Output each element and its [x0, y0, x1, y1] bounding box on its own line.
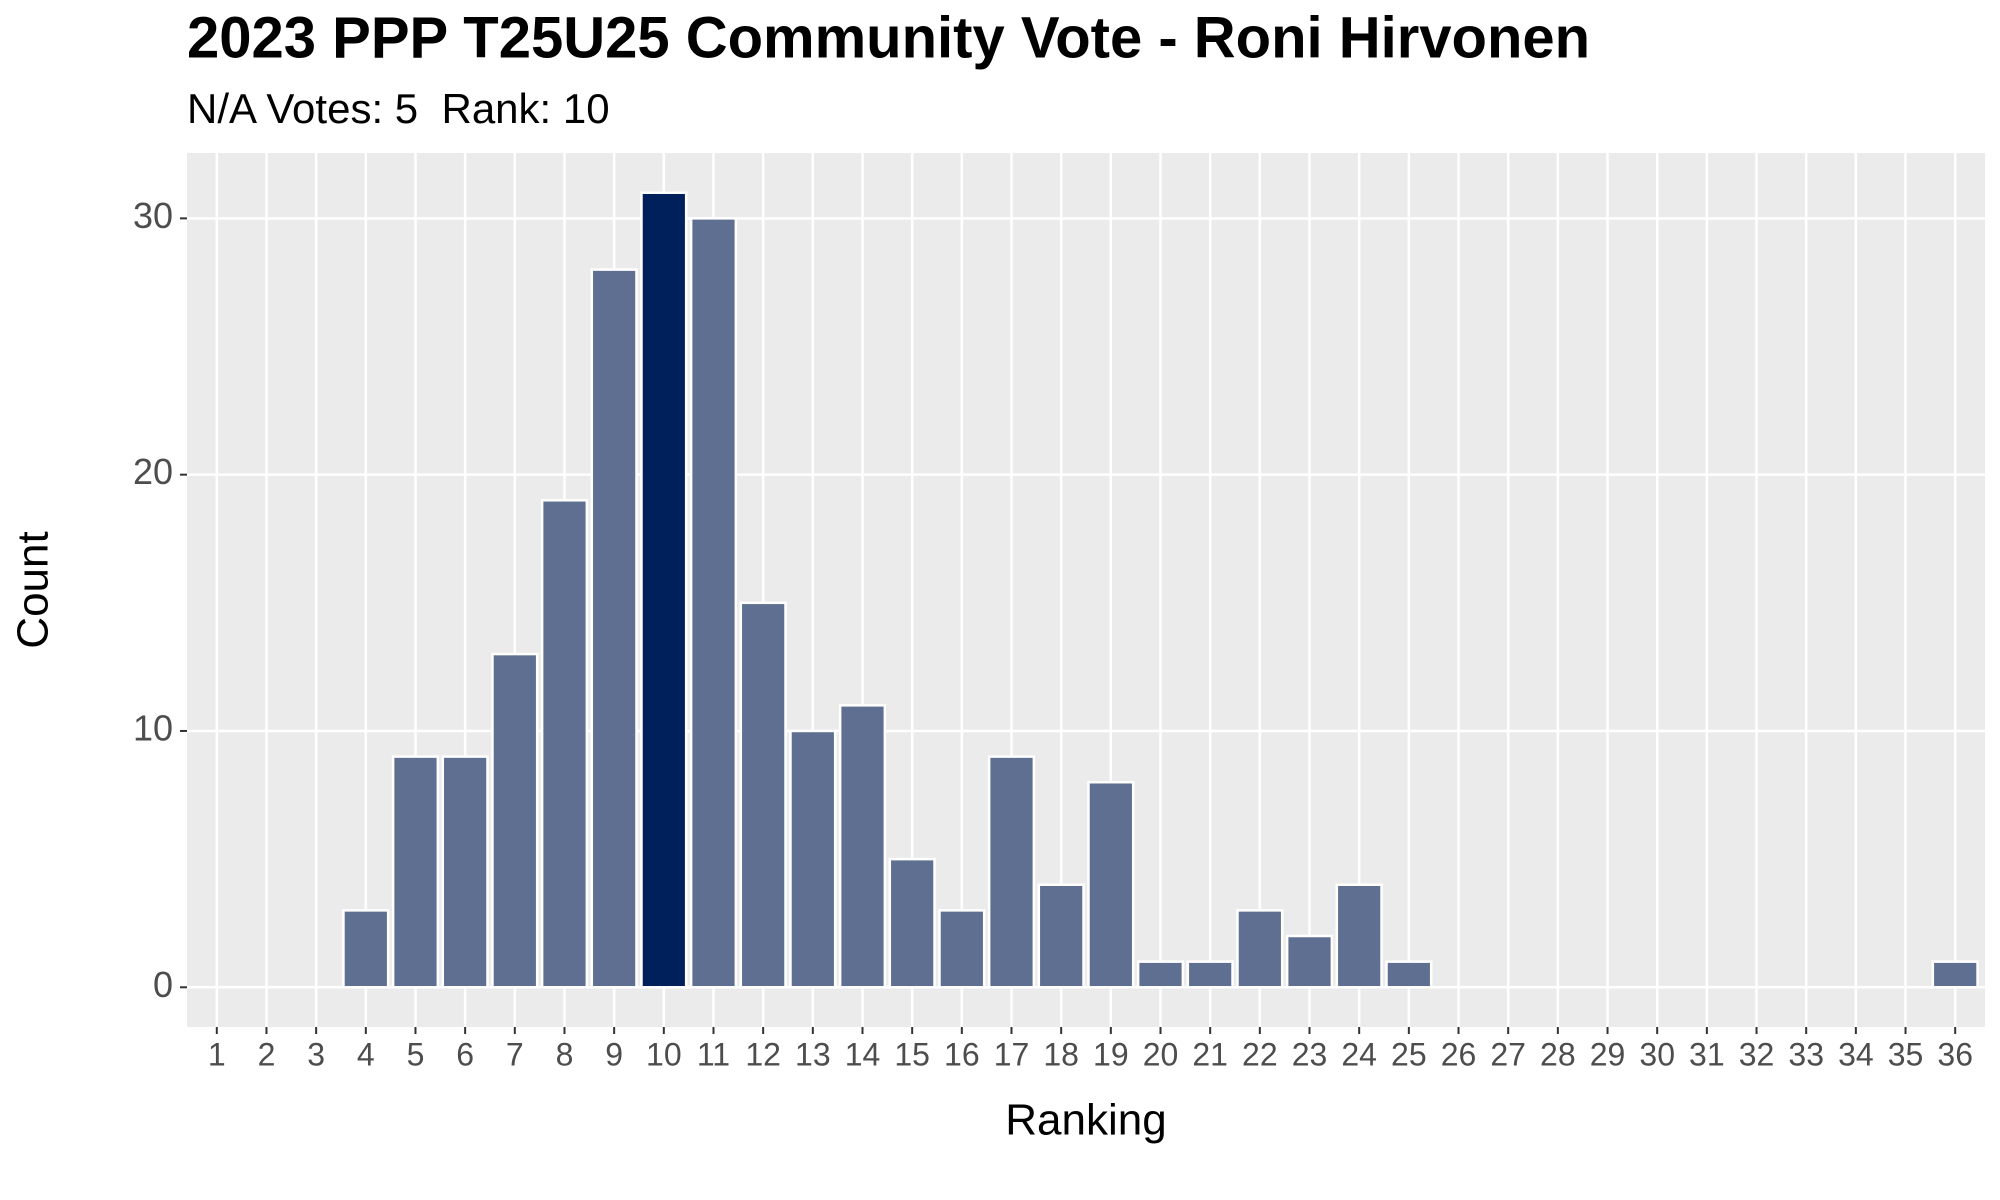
- x-tick-label: 15: [894, 1036, 930, 1072]
- bar: [590, 268, 638, 989]
- x-tick-label: 12: [745, 1036, 781, 1072]
- y-axis-title: Count: [9, 531, 58, 648]
- x-tick-label: 31: [1689, 1036, 1725, 1072]
- x-tick-label: 35: [1888, 1036, 1924, 1072]
- x-tick-label: 20: [1143, 1036, 1179, 1072]
- x-tick-label: 16: [944, 1036, 980, 1072]
- x-tick-label: 27: [1490, 1036, 1526, 1072]
- bar: [1236, 909, 1284, 989]
- x-tick-label: 36: [1937, 1036, 1973, 1072]
- bar: [540, 499, 589, 989]
- x-tick-label: 30: [1639, 1036, 1675, 1072]
- bar: [1087, 780, 1135, 989]
- bar: [640, 191, 688, 989]
- y-tick-label: 20: [133, 451, 173, 492]
- bar: [491, 652, 539, 989]
- bar: [1385, 960, 1433, 989]
- x-tick-label: 25: [1391, 1036, 1427, 1072]
- x-tick-label: 22: [1242, 1036, 1278, 1072]
- x-tick-label: 11: [697, 1036, 730, 1072]
- x-tick-label: 9: [605, 1036, 623, 1072]
- bar: [441, 755, 489, 989]
- x-tick-label: 14: [845, 1036, 881, 1072]
- bar: [391, 755, 440, 989]
- x-tick-label: 18: [1043, 1036, 1079, 1072]
- bar: [838, 704, 887, 989]
- y-tick-label: 10: [133, 707, 173, 748]
- x-tick-label: 21: [1192, 1036, 1228, 1072]
- x-tick-label: 8: [556, 1036, 574, 1072]
- x-tick-label: 24: [1341, 1036, 1377, 1072]
- bar: [342, 909, 390, 989]
- x-tick-label: 28: [1540, 1036, 1576, 1072]
- y-tick-label: 0: [153, 964, 173, 1005]
- chart-title: 2023 PPP T25U25 Community Vote - Roni Hi…: [187, 5, 1590, 70]
- x-tick-label: 3: [307, 1036, 325, 1072]
- bar: [1037, 883, 1085, 989]
- bar: [1931, 960, 1979, 989]
- bar: [739, 601, 787, 989]
- bar: [1285, 934, 1334, 989]
- x-tick-label: 19: [1093, 1036, 1129, 1072]
- bar: [938, 909, 986, 989]
- x-tick-label: 10: [646, 1036, 682, 1072]
- x-tick-label: 34: [1838, 1036, 1874, 1072]
- x-tick-label: 13: [795, 1036, 831, 1072]
- x-tick-label: 33: [1788, 1036, 1824, 1072]
- y-tick-label: 30: [133, 195, 173, 236]
- bar: [888, 857, 936, 989]
- x-tick-label: 1: [208, 1036, 226, 1072]
- bar: [789, 729, 837, 989]
- x-tick-label: 5: [407, 1036, 425, 1072]
- x-tick-label: 4: [357, 1036, 375, 1072]
- x-tick-label: 23: [1292, 1036, 1328, 1072]
- x-tick-label: 2: [258, 1036, 276, 1072]
- bar: [1136, 960, 1185, 989]
- x-tick-label: 6: [456, 1036, 474, 1072]
- x-tick-label: 29: [1590, 1036, 1626, 1072]
- x-tick-label: 7: [506, 1036, 524, 1072]
- bar: [1186, 960, 1234, 989]
- x-tick-label: 17: [994, 1036, 1030, 1072]
- bar: [689, 217, 738, 989]
- chart-subtitle: N/A Votes: 5 Rank: 10: [187, 85, 610, 132]
- x-tick-label: 32: [1739, 1036, 1775, 1072]
- bar: [1335, 883, 1383, 989]
- x-axis-title: Ranking: [1005, 1096, 1166, 1145]
- x-tick-label: 26: [1441, 1036, 1477, 1072]
- bar: [987, 755, 1036, 989]
